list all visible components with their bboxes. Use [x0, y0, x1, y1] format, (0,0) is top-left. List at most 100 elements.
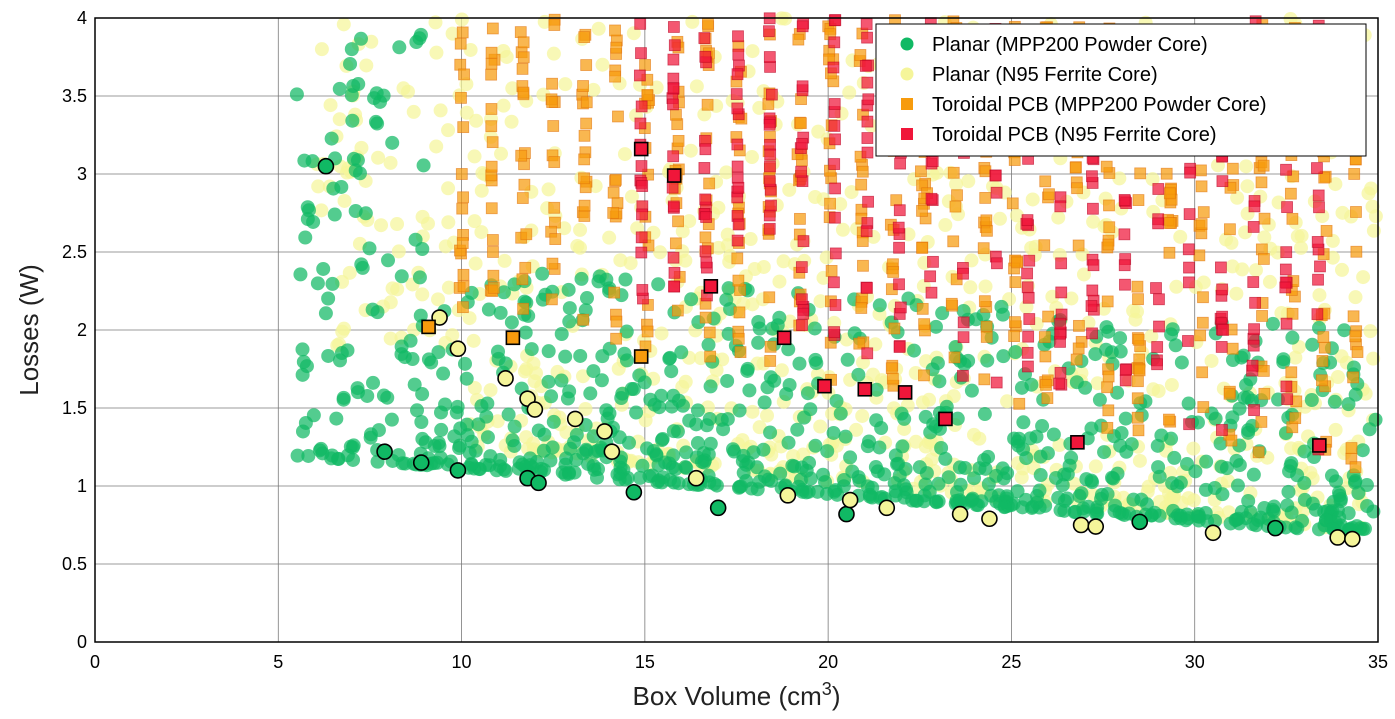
toroidal-n95-point — [1153, 320, 1165, 333]
toroidal-mpp200-point — [456, 26, 469, 39]
toroidal-n95-point — [1055, 257, 1068, 270]
planar-mpp200-point — [707, 476, 722, 491]
planar-mpp200-point — [1104, 470, 1119, 485]
toroidal-mpp200-point — [978, 295, 991, 308]
toroidal-n95-point — [1118, 228, 1131, 241]
planar-n95-point — [617, 147, 632, 162]
planar-mpp200-point — [932, 374, 947, 389]
planar-n95-point — [1229, 286, 1244, 301]
planar-mpp200-point — [579, 291, 594, 306]
toroidal-mpp200-point — [546, 257, 559, 270]
planar-mpp200-point — [507, 419, 522, 434]
planar-n95-point — [683, 143, 698, 158]
planar-n95-point — [462, 311, 477, 326]
toroidal-mpp200-point — [699, 311, 712, 324]
planar-mpp200-point — [1285, 330, 1300, 345]
toroidal-n95-point — [957, 316, 970, 329]
planar-mpp200-point — [1088, 347, 1103, 362]
toroidal-n95-point — [1279, 281, 1292, 294]
planar-mpp200-point — [562, 314, 577, 329]
toroidal-n95-point — [1214, 261, 1227, 274]
planar-n95-point — [678, 253, 693, 268]
planar-n95-point — [963, 280, 978, 295]
toroidal-n95-point — [1021, 267, 1034, 280]
toroidal-mpp200-point — [1038, 239, 1051, 252]
toroidal-mpp200-point — [1042, 310, 1055, 323]
planar-mpp200-point — [460, 428, 475, 443]
planar-n95-point — [390, 217, 405, 232]
planar-mpp200-point — [395, 456, 410, 471]
planar-mpp200-point — [829, 393, 844, 408]
planar-mpp200-point — [838, 429, 853, 444]
planar-mpp200-point — [896, 478, 911, 493]
planar-mpp200-point — [462, 445, 477, 460]
toroidal-mpp200-point — [980, 331, 993, 343]
toroidal-n95-point — [1281, 393, 1294, 406]
planar-mpp200-point — [586, 364, 601, 379]
planar-mpp200-point — [999, 489, 1014, 504]
toroidal-mpp200-point — [1073, 319, 1085, 332]
planar-mpp200-point — [980, 353, 995, 368]
toroidal-n95-point — [1152, 217, 1165, 230]
toroidal-mpp200-point — [1284, 187, 1297, 200]
toroidal-n95-point — [731, 102, 744, 115]
toroidal-n95-point — [763, 175, 776, 188]
planar-n95-point — [1112, 171, 1127, 186]
planar-n95-point — [624, 189, 639, 204]
planar-mpp200-point — [953, 477, 968, 492]
pareto-point-series-3 — [817, 378, 832, 394]
planar-n95-point — [467, 149, 482, 164]
planar-mpp200-point — [563, 441, 578, 456]
planar-mpp200-point — [348, 204, 363, 219]
planar-mpp200-point — [1016, 415, 1031, 430]
planar-n95-point — [1330, 370, 1345, 385]
planar-mpp200-point — [689, 417, 704, 432]
toroidal-mpp200-point — [977, 242, 990, 255]
planar-mpp200-point — [407, 377, 422, 392]
toroidal-mpp200-point — [1195, 164, 1207, 177]
toroidal-n95-point — [1184, 166, 1197, 179]
planar-n95-point — [682, 214, 697, 229]
planar-mpp200-point — [612, 472, 627, 487]
planar-mpp200-point — [664, 364, 679, 379]
toroidal-n95-point — [765, 88, 778, 101]
planar-mpp200-point — [654, 388, 669, 403]
planar-n95-point — [445, 26, 460, 41]
toroidal-mpp200-point — [485, 120, 498, 133]
planar-mpp200-point — [480, 430, 495, 445]
toroidal-n95-point — [1311, 308, 1324, 321]
toroidal-n95-point — [828, 98, 841, 110]
planar-n95-point — [744, 150, 759, 165]
planar-mpp200-point — [905, 493, 920, 508]
planar-n95-point — [743, 232, 758, 247]
planar-mpp200-point — [546, 414, 561, 429]
toroidal-n95-point — [796, 20, 809, 33]
planar-n95-point — [813, 294, 828, 309]
planar-mpp200-point — [922, 484, 937, 499]
planar-n95-point — [494, 146, 509, 161]
toroidal-mpp200-point — [485, 46, 498, 59]
toroidal-mpp200-point — [1072, 342, 1085, 355]
toroidal-n95-point — [699, 143, 712, 156]
planar-mpp200-point — [1113, 331, 1128, 346]
pareto-point-series-3 — [703, 279, 719, 294]
planar-mpp200-point — [1290, 468, 1305, 483]
planar-mpp200-point — [1230, 478, 1245, 493]
planar-n95-point — [1363, 324, 1378, 339]
toroidal-n95-point — [699, 193, 712, 206]
toroidal-mpp200-point — [890, 194, 903, 207]
pareto-point-series-0 — [412, 454, 430, 471]
planar-n95-point — [833, 197, 848, 212]
toroidal-n95-point — [1312, 273, 1324, 286]
toroidal-n95-point — [862, 93, 875, 106]
planar-mpp200-point — [1265, 316, 1280, 331]
toroidal-n95-point — [764, 60, 776, 73]
toroidal-mpp200-point — [1102, 404, 1115, 417]
toroidal-n95-point — [1087, 202, 1099, 215]
toroidal-n95-point — [829, 299, 842, 311]
planar-n95-point — [497, 253, 512, 268]
toroidal-n95-point — [829, 247, 842, 260]
planar-mpp200-point — [518, 325, 533, 340]
planar-n95-point — [844, 185, 859, 200]
